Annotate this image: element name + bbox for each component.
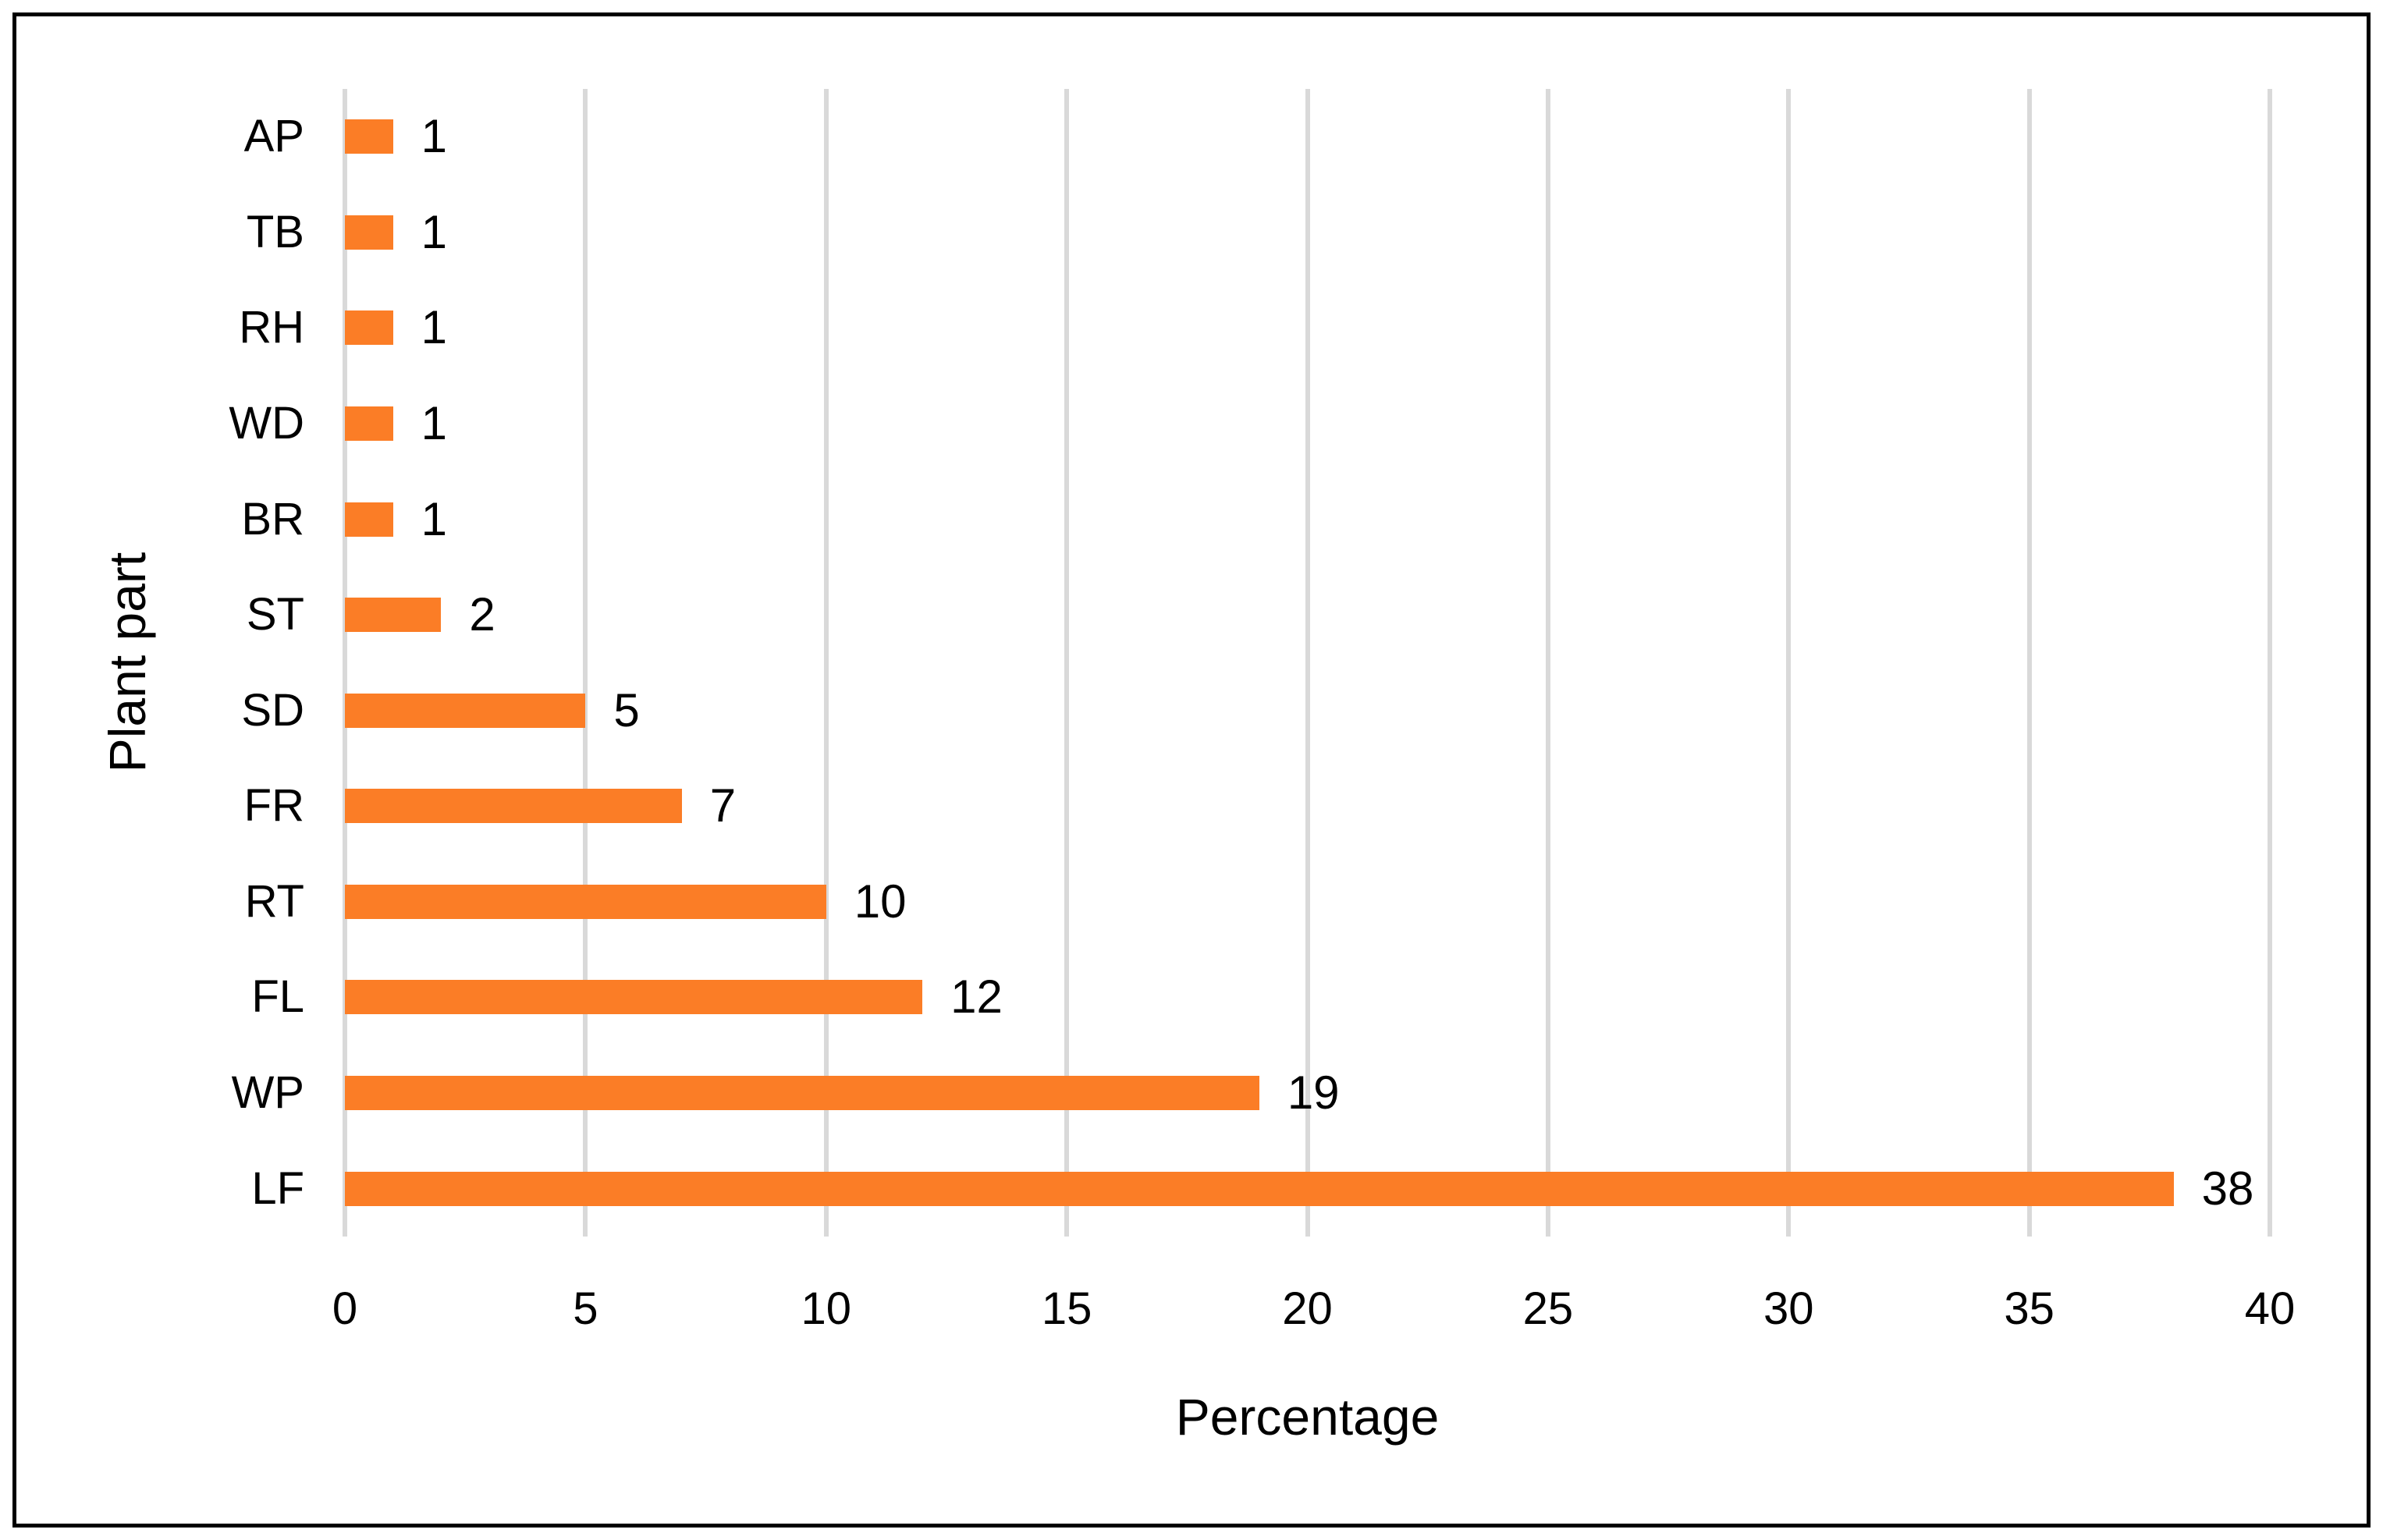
value-label-WD: 1 (421, 397, 448, 450)
gridline-x-35 (2026, 89, 2032, 1237)
value-label-RH: 1 (421, 301, 448, 354)
value-label-AP: 1 (421, 110, 448, 163)
x-tick-label-5: 5 (573, 1283, 598, 1334)
bar-row-RT: RT 10 (245, 854, 2270, 950)
bar-row-FL: FL 12 (251, 949, 2270, 1045)
gridline-x-25 (1545, 89, 1550, 1237)
bar-row-BR: BR 1 (241, 471, 2270, 567)
category-label-TB: TB (246, 206, 304, 257)
bar-row-WD: WD 1 (229, 376, 2270, 472)
x-tick-label-40: 40 (2244, 1283, 2296, 1334)
category-label-WD: WD (229, 398, 304, 449)
category-label-WP: WP (231, 1067, 304, 1119)
value-label-RT: 10 (854, 875, 907, 928)
bar-rows: AP 1 TB 1 RH 1 WD 1 BR 1 ST 2 SD 5 FR 7 RT 10 FL 12 WP 19 LF 38 (229, 89, 2270, 1237)
bar-AP (345, 119, 393, 154)
category-label-SD: SD (241, 684, 304, 736)
value-label-TB: 1 (421, 205, 448, 258)
plot-area: AP 1 TB 1 RH 1 WD 1 BR 1 ST 2 SD 5 FR 7 RT 10 FL 12 WP 19 LF 38 (229, 89, 2272, 1237)
bar-row-AP: AP 1 (244, 89, 2270, 185)
x-tick-label-20: 20 (1282, 1283, 1333, 1334)
value-label-BR: 1 (421, 492, 448, 545)
value-label-WP: 19 (1287, 1066, 1340, 1120)
x-tick-label-25: 25 (1522, 1283, 1574, 1334)
bar-row-SD: SD 5 (241, 662, 2270, 758)
bar-row-WP: WP 19 (232, 1045, 2270, 1141)
gridline-x-15 (1064, 89, 1070, 1237)
bar-row-RH: RH 1 (239, 280, 2270, 376)
x-axis-ticks: 0 5 10 15 20 25 30 35 40 (332, 1283, 2295, 1341)
gridline-x-30 (1786, 89, 1792, 1237)
gridline-x-5 (583, 89, 588, 1237)
bar-RH (345, 310, 393, 346)
x-tick-label-10: 10 (801, 1283, 852, 1334)
bar-WD (345, 406, 393, 442)
bar-FL (345, 980, 923, 1015)
category-label-AP: AP (243, 111, 304, 162)
bar-row-TB: TB 1 (247, 185, 2270, 281)
bar-FR (345, 789, 682, 824)
category-label-FR: FR (243, 780, 304, 832)
gridline-x-0 (343, 89, 347, 1237)
x-axis-title: Percentage (1175, 1388, 1440, 1446)
gridline-x-10 (823, 89, 829, 1237)
bar-row-LF: LF 38 (251, 1141, 2270, 1237)
y-axis-title: Plant part (98, 552, 156, 773)
x-tick-label-35: 35 (2004, 1283, 2054, 1334)
category-label-RH: RH (239, 302, 304, 353)
value-label-SD: 5 (613, 683, 640, 736)
bar-BR (345, 502, 393, 537)
category-label-BR: BR (241, 493, 304, 545)
bar-RT (345, 884, 826, 919)
bar-row-FR: FR 7 (244, 758, 2270, 854)
category-label-FL: FL (251, 971, 304, 1023)
bar-WP (345, 1076, 1259, 1111)
gridline-x-20 (1305, 89, 1310, 1237)
category-label-ST: ST (246, 589, 304, 640)
bar-ST (345, 598, 442, 633)
category-label-RT: RT (244, 875, 304, 927)
bar-row-ST: ST 2 (247, 567, 2270, 663)
bar-SD (345, 693, 586, 728)
gridline-x-40 (2268, 89, 2272, 1237)
bar-TB (345, 215, 393, 250)
value-label-FL: 12 (950, 970, 1003, 1024)
value-label-FR: 7 (709, 779, 737, 832)
x-tick-label-30: 30 (1763, 1283, 1814, 1334)
bar-LF (345, 1171, 2174, 1206)
x-tick-label-0: 0 (332, 1283, 358, 1334)
category-label-LF: LF (251, 1162, 304, 1214)
chart-figure: Plant part AP 1 TB 1 RH 1 WD 1 BR 1 ST 2 SD 5 FR 7 RT 10 F… (12, 12, 2371, 1528)
value-label-ST: 2 (469, 588, 495, 641)
value-label-LF: 38 (2201, 1162, 2254, 1215)
x-tick-label-15: 15 (1041, 1283, 1092, 1334)
